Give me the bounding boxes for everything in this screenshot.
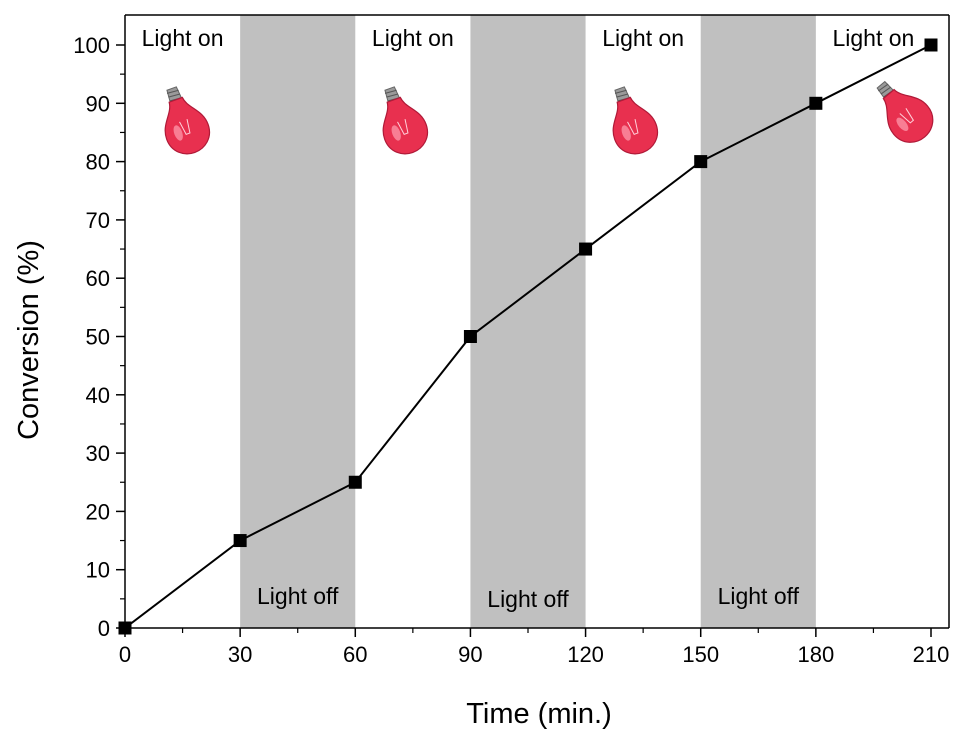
y-tick-label: 80 <box>86 150 110 175</box>
bulb-filament <box>627 119 639 135</box>
bulb-thread <box>616 93 629 98</box>
red-light-bulb-icon <box>876 80 934 143</box>
bulb-glass <box>164 96 211 155</box>
bulb-thread <box>386 93 399 98</box>
bulb-highlight <box>896 117 909 131</box>
light-off-regions <box>240 15 816 628</box>
y-tick-label: 100 <box>73 33 110 58</box>
x-axis-title: Time (min.) <box>466 698 612 730</box>
axes <box>124 14 950 629</box>
light-on-label: Light on <box>372 25 454 51</box>
light-off-region <box>700 15 816 628</box>
y-tick-label: 40 <box>86 383 110 408</box>
y-tick-label: 30 <box>86 441 110 466</box>
x-tick-label: 120 <box>567 642 604 667</box>
x-tick-label: 210 <box>913 642 950 667</box>
data-point <box>463 330 477 343</box>
data-point <box>694 155 708 169</box>
bulb-icons <box>164 80 934 155</box>
data-point <box>579 242 593 256</box>
light-on-label: Light on <box>832 25 914 51</box>
data-point <box>924 38 938 52</box>
data-point <box>809 96 823 110</box>
light-on-label: Light on <box>142 25 224 51</box>
bulb-highlight <box>391 125 401 141</box>
data-point <box>348 475 362 489</box>
series-line <box>124 44 932 629</box>
x-axis-ticks: 0 30 60 90 120 150 180 210 <box>119 628 949 667</box>
red-light-bulb-icon <box>164 86 211 155</box>
y-tick-label: 70 <box>86 208 110 233</box>
light-off-label: Light off <box>718 583 800 609</box>
bulb-highlight <box>621 125 631 141</box>
annotations: Light on Light on Light on Light on Light of… <box>142 25 915 612</box>
y-tick-label: 60 <box>86 266 110 291</box>
y-tick-label: 10 <box>86 558 110 583</box>
light-off-region <box>240 15 356 628</box>
bulb-glass <box>382 96 429 155</box>
red-light-bulb-icon <box>612 86 659 155</box>
bulb-thread <box>880 86 892 95</box>
x-tick-label: 180 <box>797 642 834 667</box>
y-tick-label: 0 <box>98 616 110 641</box>
x-tick-label: 90 <box>458 642 482 667</box>
bulb-glass <box>882 88 934 143</box>
y-axis-title: Conversion (%) <box>13 240 45 440</box>
bulb-thread <box>614 89 627 94</box>
data-point <box>118 621 132 635</box>
y-axis-ticks: 0 10 20 30 40 50 60 70 80 90 100 <box>73 33 125 641</box>
x-tick-label: 30 <box>228 642 252 667</box>
bulb-glass <box>612 96 659 155</box>
bulb-filament <box>179 119 191 135</box>
bulb-thread <box>384 89 397 94</box>
data-point <box>233 534 247 548</box>
bulb-thread <box>878 83 889 92</box>
bulb-thread <box>166 89 179 94</box>
x-tick-label: 0 <box>119 642 131 667</box>
x-tick-label: 150 <box>682 642 719 667</box>
bulb-highlight <box>173 125 183 141</box>
bulb-filament <box>397 119 409 135</box>
y-tick-label: 90 <box>86 91 110 116</box>
x-tick-label: 60 <box>343 642 367 667</box>
light-off-label: Light off <box>257 583 339 609</box>
y-tick-label: 20 <box>86 499 110 524</box>
bulb-filament <box>899 108 915 124</box>
light-on-label: Light on <box>602 25 684 51</box>
light-off-region <box>470 15 586 628</box>
y-tick-label: 50 <box>86 325 110 350</box>
red-light-bulb-icon <box>382 86 429 155</box>
series <box>118 38 938 635</box>
bulb-thread <box>168 93 181 98</box>
light-off-label: Light off <box>487 586 569 612</box>
